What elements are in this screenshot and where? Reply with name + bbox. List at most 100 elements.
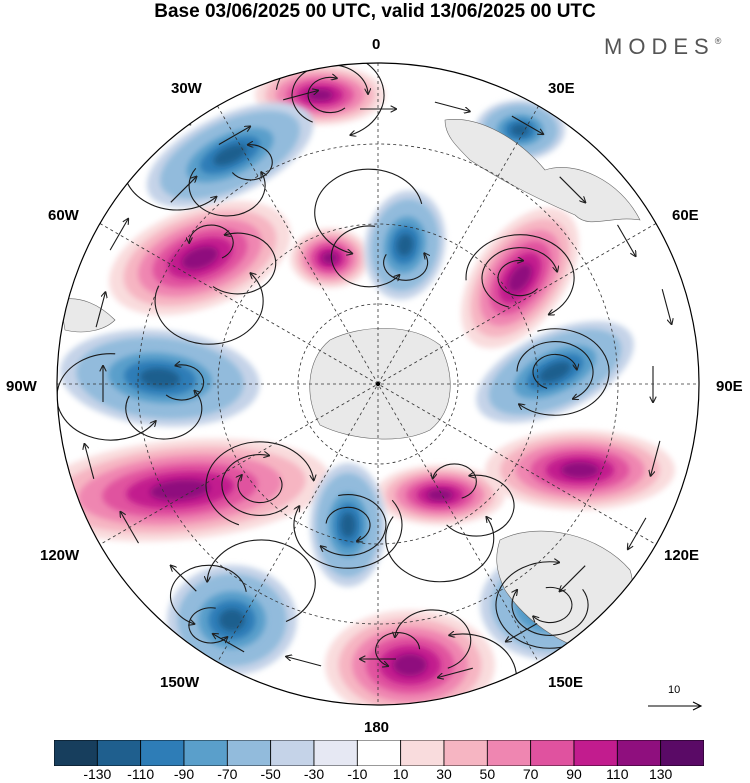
colorbar-swatch — [54, 740, 98, 766]
streamline — [218, 127, 250, 145]
colorbar-label: 30 — [436, 766, 452, 782]
streamline — [395, 609, 472, 669]
colorbar-swatch — [660, 740, 704, 766]
colorbar-swatch — [443, 740, 488, 766]
streamline — [238, 475, 283, 504]
lon-label-30w: 30W — [171, 80, 202, 97]
streamline — [109, 219, 128, 251]
positive-anomaly-contour — [508, 263, 532, 293]
streamline — [321, 494, 387, 556]
negative-anomaly-contour — [213, 144, 247, 166]
positive-anomaly-contour — [427, 489, 453, 501]
map-disk — [57, 63, 699, 705]
colorbar-label: -110 — [127, 766, 155, 782]
streamline — [330, 225, 399, 288]
brand-logo: MODES® — [604, 34, 721, 60]
colorbar-swatch — [356, 740, 402, 766]
streamline — [314, 168, 423, 253]
lon-label-120e: 120E — [664, 547, 700, 564]
streamline — [651, 440, 661, 476]
streamline — [433, 463, 477, 499]
streamline — [188, 167, 265, 217]
colorbar-swatch — [573, 740, 618, 766]
streamline — [57, 353, 156, 441]
lon-label-30e: 30E — [548, 80, 575, 97]
colorbar-swatch — [616, 740, 662, 766]
colorbar-swatch — [530, 740, 575, 766]
negative-anomaly-contour — [539, 361, 571, 383]
streamline — [385, 517, 495, 583]
streamline — [188, 607, 227, 644]
colorbar-swatch — [140, 740, 185, 766]
streamline — [446, 475, 515, 537]
streamline — [85, 444, 95, 479]
positive-anomaly-contour — [307, 89, 333, 101]
streamline — [532, 353, 577, 389]
streamline — [617, 224, 636, 256]
lon-label-60e: 60E — [672, 207, 699, 224]
streamline — [661, 289, 671, 324]
lon-label-90w: 90W — [6, 378, 37, 395]
streamline — [170, 177, 197, 203]
brand-name: MODES — [604, 34, 715, 59]
streamline — [516, 341, 594, 399]
colorbar-label: -50 — [260, 766, 281, 782]
streamline — [481, 247, 557, 308]
streamline — [512, 589, 589, 636]
streamline — [325, 506, 371, 541]
streamline — [221, 455, 289, 516]
colorbar-swatch — [96, 740, 142, 766]
colorbar-swatch — [313, 740, 358, 766]
streamline — [169, 564, 247, 624]
streamline — [465, 234, 575, 315]
negative-anomaly-contour — [340, 512, 356, 538]
negative-anomaly-contour — [140, 368, 180, 388]
streamline — [189, 224, 234, 259]
lon-label-150e: 150E — [548, 674, 584, 691]
streamline — [283, 91, 318, 101]
streamline — [231, 145, 273, 181]
colorbar-label: 50 — [479, 766, 496, 782]
streamlines — [57, 63, 672, 705]
lon-label-90e: 90E — [716, 378, 743, 395]
positive-anomaly-contour — [561, 462, 599, 478]
streamline — [205, 441, 314, 526]
colorbar-label: 110 — [606, 766, 629, 782]
brand-mark: ® — [714, 36, 722, 46]
colorbar-label: -130 — [83, 766, 112, 782]
colorbar-label: -90 — [173, 766, 195, 782]
streamline — [560, 565, 586, 592]
streamline — [497, 260, 539, 297]
positive-anomaly-contour — [393, 654, 427, 676]
streamline — [438, 667, 473, 677]
streamline — [434, 101, 470, 111]
lon-label-120w: 120W — [40, 547, 80, 564]
lon-label-180: 180 — [364, 719, 390, 736]
streamline — [383, 253, 428, 281]
colorbar-label: -10 — [347, 766, 368, 782]
streamline — [519, 328, 610, 416]
negative-anomaly-contour — [219, 609, 245, 631]
colorbar-swatch — [400, 740, 445, 766]
chart-title: Base 03/06/2025 00 UTC, valid 13/06/2025… — [154, 1, 596, 22]
streamline — [207, 539, 316, 623]
colorbar-label: 10 — [392, 766, 409, 782]
colorbar-swatch — [486, 740, 532, 766]
colorbar-swatch — [183, 740, 228, 766]
graticule — [57, 63, 699, 705]
colorbar-swatch — [226, 740, 272, 766]
streamline — [171, 566, 197, 592]
colorbar — [54, 740, 704, 766]
colorbar-label: -30 — [303, 766, 325, 782]
colorbar-label: 130 — [648, 766, 673, 782]
streamline — [511, 115, 543, 134]
streamline — [307, 77, 346, 114]
streamline — [293, 499, 403, 569]
colorbar-swatch — [270, 740, 315, 766]
reference-vector — [648, 701, 703, 711]
streamline — [559, 176, 586, 203]
colorbar-label: 90 — [566, 766, 582, 782]
reference-vector-label: 10 — [668, 684, 681, 696]
streamline — [286, 657, 322, 667]
streamline — [95, 292, 105, 328]
